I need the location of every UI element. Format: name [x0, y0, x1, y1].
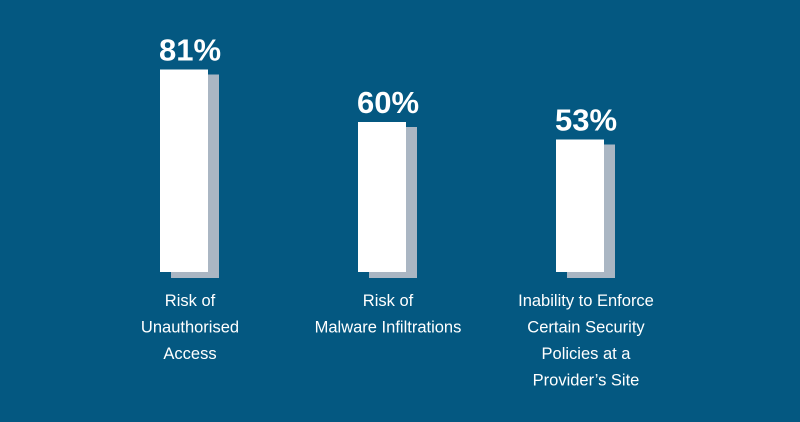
- category-label: Policies at a: [542, 345, 632, 363]
- data-label: 81%: [159, 33, 221, 68]
- bar: [160, 69, 208, 272]
- category-label: Malware Infiltrations: [315, 319, 462, 337]
- data-label: 60%: [357, 85, 419, 120]
- category-label: Inability to Enforce: [518, 292, 654, 310]
- bars-layer: [160, 69, 615, 278]
- category-label: Risk of: [363, 292, 414, 310]
- category-label: Provider’s Site: [533, 372, 640, 390]
- labels-layer: 81% Risk of Unauthorised Access 60% Risk of Ma…: [141, 33, 654, 390]
- category-label: Risk of: [165, 292, 216, 310]
- bar: [358, 122, 406, 272]
- category-label: Access: [163, 345, 216, 363]
- category-label: Certain Security: [527, 319, 645, 337]
- bar: [556, 139, 604, 272]
- category-label: Unauthorised: [141, 319, 239, 337]
- data-label: 53%: [555, 103, 617, 138]
